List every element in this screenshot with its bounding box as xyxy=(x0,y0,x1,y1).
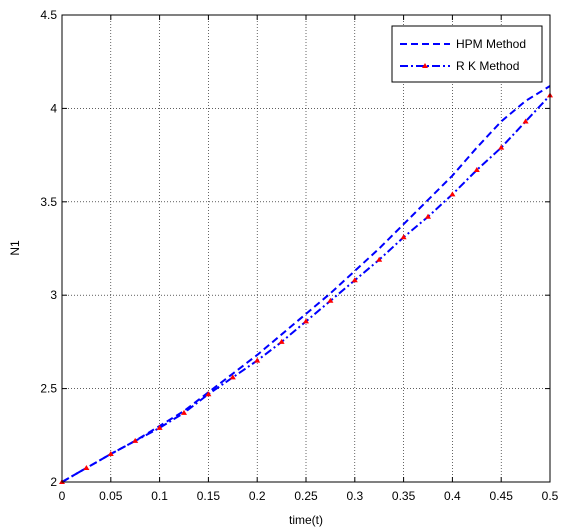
x-tick-label: 0 xyxy=(59,489,66,503)
axis-ticks: 0 0.05 0.1 0.15 0.2 0.25 0.3 0.35 0.4 0.45 0.5 2 2.5… xyxy=(40,8,558,503)
legend-label-2: R K Method xyxy=(456,59,519,73)
series-point-2 xyxy=(351,277,358,283)
series-point-2 xyxy=(254,357,261,363)
series-point-2 xyxy=(498,144,505,150)
series-point-2 xyxy=(376,256,383,262)
y-axis-label: N1 xyxy=(8,240,22,256)
series-point-2 xyxy=(132,437,139,443)
series-point-2 xyxy=(400,234,407,240)
y-tick-label: 4.5 xyxy=(40,8,57,22)
legend: HPM Method R K Method xyxy=(391,25,543,83)
series-point-2 xyxy=(327,297,334,303)
y-tick-label: 3 xyxy=(50,288,57,302)
x-tick-label: 0.45 xyxy=(490,489,514,503)
x-tick-label: 0.1 xyxy=(151,489,168,503)
series-point-2 xyxy=(181,409,187,415)
series-layer xyxy=(59,85,553,484)
legend-box xyxy=(391,25,543,83)
y-tick-label: 2.5 xyxy=(40,382,57,396)
x-tick-label: 0.35 xyxy=(392,489,416,503)
x-tick-label: 0.05 xyxy=(99,489,123,503)
x-axis-label: time(t) xyxy=(289,513,323,527)
series-line-1 xyxy=(61,85,551,483)
series-point-2 xyxy=(205,391,212,397)
series-point-2 xyxy=(425,213,431,219)
series-point-2 xyxy=(449,191,456,197)
series-point-2 xyxy=(278,338,285,344)
series-point-2 xyxy=(156,424,163,430)
legend-label-1: HPM Method xyxy=(456,37,526,51)
y-tick-label: 2 xyxy=(50,475,57,489)
y-tick-label: 3.5 xyxy=(40,195,57,209)
series-point-2 xyxy=(303,318,309,324)
x-tick-label: 0.3 xyxy=(346,489,363,503)
x-tick-label: 0.4 xyxy=(444,489,461,503)
x-tick-label: 0.25 xyxy=(294,489,318,503)
y-tick-label: 4 xyxy=(50,101,57,115)
x-tick-label: 0.15 xyxy=(197,489,221,503)
series-point-2 xyxy=(522,118,529,124)
legend-marker-2 xyxy=(422,63,428,68)
series-point-2 xyxy=(229,374,236,380)
x-tick-label: 0.2 xyxy=(249,489,266,503)
series-point-2 xyxy=(473,167,480,173)
x-tick-label: 0.5 xyxy=(542,489,559,503)
series-point-2 xyxy=(83,464,90,470)
grid xyxy=(62,15,550,482)
series-point-2 xyxy=(107,450,114,456)
